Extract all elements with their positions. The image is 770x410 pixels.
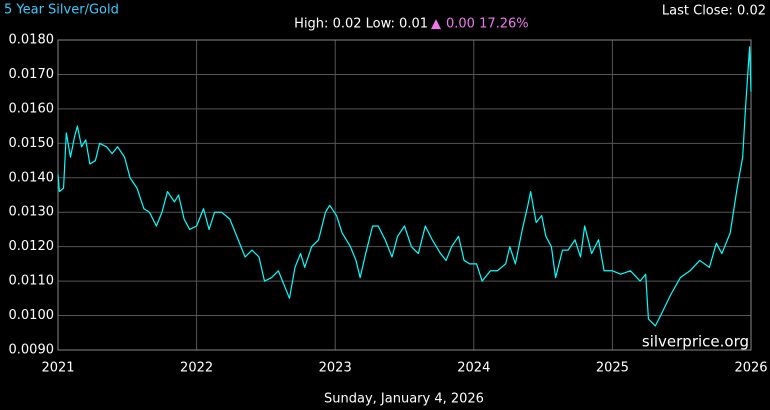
high-low: High: 0.02 Low: 0.01 <box>294 17 428 32</box>
watermark: silverprice.org <box>642 333 749 351</box>
price-line <box>57 46 752 327</box>
x-tick-label: 2024 <box>457 361 490 376</box>
x-tick-label: 2022 <box>180 361 213 376</box>
y-tick-label: 0.0140 <box>9 170 55 185</box>
x-tick-label: 2023 <box>319 361 352 376</box>
y-tick-label: 0.0180 <box>9 33 55 48</box>
y-tick-label: 0.0110 <box>9 274 55 289</box>
y-tick-label: 0.0100 <box>9 308 55 323</box>
date: Sunday, January 4, 2026 <box>324 392 484 407</box>
change-arrow: ▲ <box>431 17 441 32</box>
y-tick-label: 0.0090 <box>9 343 55 358</box>
chart-title: 5 Year Silver/Gold <box>4 3 119 18</box>
y-tick-label: 0.0120 <box>9 239 55 254</box>
y-tick-label: 0.0150 <box>9 136 55 151</box>
x-tick-label: 2026 <box>734 361 767 376</box>
last-close: Last Close: 0.02 <box>662 4 766 19</box>
y-tick-label: 0.0130 <box>9 205 55 220</box>
x-tick-label: 2021 <box>41 361 74 376</box>
y-tick-label: 0.0160 <box>9 101 55 116</box>
x-tick-label: 2025 <box>596 361 629 376</box>
change: 0.00 17.26% <box>446 17 529 32</box>
y-tick-label: 0.0170 <box>9 67 55 82</box>
plot-frame <box>57 39 752 351</box>
